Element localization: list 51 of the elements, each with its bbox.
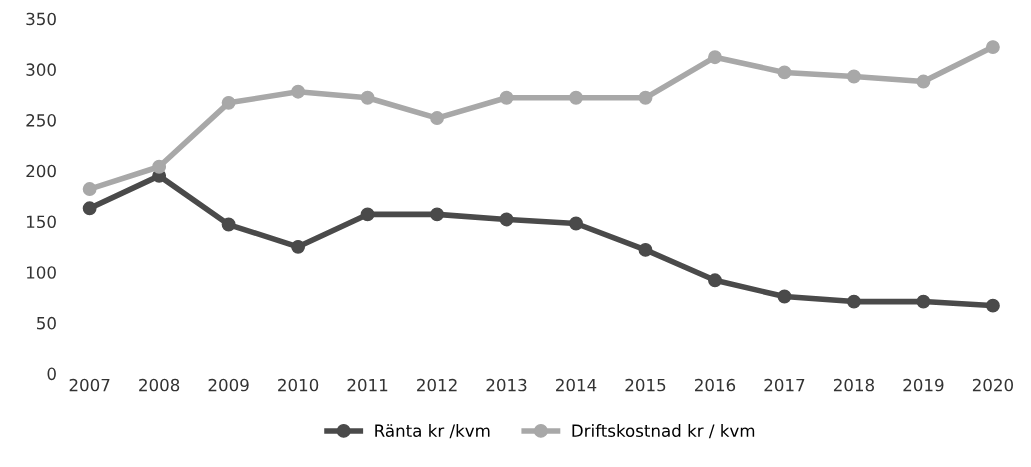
point (82, 182, 97, 196)
x-tick-label: 2012 (417, 378, 457, 392)
y-tick-label: 50 (37, 316, 56, 330)
legend-label: Ränta kr /kvm (375, 424, 490, 439)
point (221, 217, 236, 232)
point (291, 84, 306, 99)
point (82, 201, 97, 216)
x-tick-label: 2009 (208, 378, 249, 392)
y-tick-label: 250 (26, 114, 56, 127)
x-tick-label: 2020 (972, 378, 1013, 392)
point (777, 65, 792, 80)
point (221, 95, 236, 110)
x-tick-label: 2014 (556, 378, 597, 392)
y-tick-label: 350 (26, 12, 56, 26)
point (430, 111, 444, 126)
x-tick-label: 2008 (139, 378, 180, 392)
point (708, 50, 722, 65)
x-tick-label: 2011 (347, 378, 388, 392)
x-tick-label: 2019 (903, 378, 944, 392)
point (360, 207, 375, 222)
point (708, 273, 722, 288)
x-tick-label: 2013 (486, 378, 527, 392)
point (638, 242, 653, 257)
x-tick-label: 2017 (764, 378, 805, 392)
point (846, 294, 861, 309)
y-tick-label: 100 (27, 266, 56, 279)
point (916, 294, 931, 309)
point (499, 90, 514, 105)
point (985, 40, 1000, 55)
x-tick-label: 2007 (69, 378, 110, 392)
point (846, 69, 861, 84)
point (638, 90, 653, 105)
point (152, 159, 167, 174)
point (360, 90, 375, 105)
x-tick-label: 2010 (278, 378, 319, 392)
x-tick-label: 2015 (625, 378, 666, 392)
y-tick-label: 0 (47, 367, 56, 381)
y-tick-label: 200 (26, 164, 56, 178)
y-tick-label: 150 (27, 215, 56, 229)
x-tick-label: 2018 (833, 378, 874, 392)
x-tick-label: 2016 (694, 378, 736, 392)
point (291, 239, 306, 254)
point (916, 74, 931, 89)
point (569, 90, 583, 105)
point (430, 207, 444, 222)
y-tick-label: 300 (26, 63, 56, 76)
point (777, 289, 792, 304)
legend-label: Driftskostnad kr / kvm (572, 424, 755, 439)
point (569, 216, 583, 231)
point (499, 212, 514, 227)
point (985, 298, 1000, 313)
